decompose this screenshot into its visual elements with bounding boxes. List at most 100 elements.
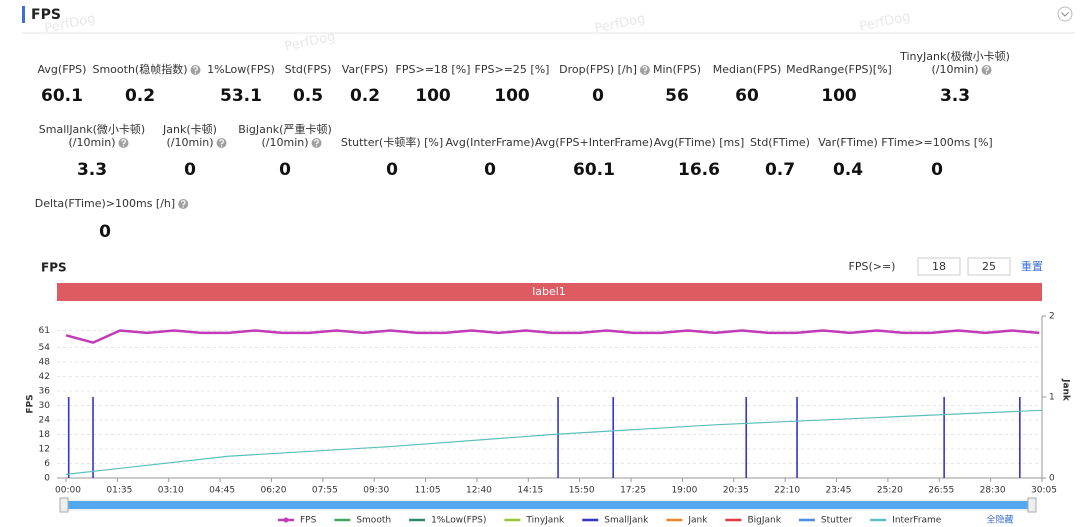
legend-label[interactable]: Stutter — [821, 516, 853, 526]
hide-all-link[interactable]: 全隐藏 — [986, 514, 1013, 526]
x-tick-label: 17:25 — [620, 486, 646, 496]
x-tick-label: 12:40 — [466, 486, 492, 496]
stat-value: 0 — [484, 160, 496, 180]
collapse-icon — [1061, 12, 1069, 17]
legend-label[interactable]: SmallJank — [604, 516, 649, 526]
legend-label[interactable]: Jank — [687, 516, 708, 526]
stat-value: 16.6 — [678, 160, 720, 180]
x-tick-label: 20:35 — [723, 486, 749, 496]
help-glyph — [315, 145, 318, 147]
stat-label: Smooth(稳帧指数) — [92, 62, 187, 76]
x-tick-label: 06:20 — [261, 486, 287, 496]
x-tick-label: 15:50 — [569, 486, 595, 496]
help-glyph — [121, 139, 126, 145]
stat-label: Delta(FTime)>100ms [/h] — [35, 197, 175, 210]
scrollbar-range[interactable] — [66, 501, 1032, 509]
legend-label[interactable]: FPS — [300, 516, 317, 526]
x-tick-label: 14:15 — [517, 486, 543, 496]
stat-label: Var(FTime) — [818, 136, 878, 149]
chart-title: FPS — [41, 261, 67, 275]
y2-tick-label: 2 — [1049, 312, 1055, 322]
scrollbar-handle[interactable] — [59, 497, 69, 513]
y-axis-label: FPS — [26, 394, 36, 413]
stat-label: Min(FPS) — [653, 63, 701, 76]
y2-axis-label: Jank — [1061, 378, 1071, 402]
help-glyph — [193, 66, 198, 72]
y-tick-label: 30 — [39, 401, 51, 411]
legend-label[interactable]: BigJank — [747, 516, 781, 526]
stat-label: Avg(FPS+InterFrame) — [535, 136, 653, 149]
x-tick-label: 23:45 — [826, 486, 852, 496]
reset-link[interactable]: 重置 — [1021, 259, 1043, 273]
help-glyph — [985, 72, 988, 74]
stat-value: 0 — [931, 160, 943, 180]
stat-value: 53.1 — [220, 86, 262, 106]
watermark: PerfDog — [858, 9, 912, 34]
stat-label: (/10min) — [68, 136, 115, 149]
stat-value: 0.2 — [125, 86, 155, 106]
x-tick-label: 04:45 — [209, 486, 235, 496]
help-glyph — [642, 66, 648, 72]
stat-label: Avg(InterFrame) — [445, 136, 534, 149]
legend-label[interactable]: Smooth — [356, 516, 391, 526]
y-tick-label: 24 — [39, 415, 51, 425]
stat-label: Median(FPS) — [713, 63, 782, 76]
stat-value: 0 — [592, 86, 604, 106]
scrollbar-handle[interactable] — [1027, 497, 1037, 513]
stat-label: FPS>=18 [%] — [396, 63, 471, 76]
help-glyph — [182, 206, 184, 208]
stat-label: Std(FTime) — [750, 136, 810, 149]
stat-label: (/10min) — [166, 136, 213, 149]
y-tick-label: 0 — [44, 474, 50, 484]
stat-value: 100 — [494, 86, 530, 106]
stat-value: 3.3 — [940, 86, 970, 106]
stat-value: 100 — [415, 86, 451, 106]
title-marker — [22, 6, 25, 23]
threshold-input[interactable] — [967, 257, 1011, 276]
stat-value: 60 — [735, 86, 759, 106]
stat-label: Avg(FPS) — [38, 63, 87, 76]
stat-label: FTime>=100ms [%] — [881, 136, 992, 149]
legend-label[interactable]: InterFrame — [892, 516, 942, 526]
y-tick-label: 42 — [39, 372, 50, 382]
stat-value: 0 — [386, 160, 398, 180]
stat-label: (/10min) — [261, 136, 308, 149]
x-tick-label: 00:00 — [55, 486, 81, 496]
y-tick-label: 12 — [39, 444, 50, 454]
x-tick-label: 19:00 — [671, 486, 697, 496]
stat-value: 3.3 — [77, 160, 107, 180]
y-tick-label: 61 — [39, 326, 50, 336]
stat-label: (/10min) — [931, 63, 978, 76]
legend-label[interactable]: TinyJank — [525, 516, 565, 526]
help-glyph — [220, 145, 223, 147]
x-tick-label: 28:30 — [980, 486, 1006, 496]
stat-label: Jank(卡顿) — [162, 122, 217, 136]
stat-value: 56 — [665, 86, 689, 106]
stat-label: BigJank(严重卡顿) — [238, 122, 332, 136]
help-glyph — [219, 139, 224, 145]
stat-label: Stutter(卡顿率) [%] — [341, 135, 443, 149]
y-tick-label: 36 — [39, 386, 51, 396]
stat-label: TinyJank(极微小卡顿) — [899, 49, 1010, 63]
stat-label: MedRange(FPS)[%] — [786, 63, 892, 76]
y2-tick-label: 0 — [1049, 474, 1055, 484]
help-glyph — [644, 72, 646, 74]
stat-value: 0.2 — [350, 86, 380, 106]
threshold-input[interactable] — [917, 257, 961, 276]
x-tick-label: 03:10 — [158, 486, 184, 496]
stat-label: Std(FPS) — [285, 63, 332, 76]
x-tick-label: 30:05 — [1031, 486, 1057, 496]
stat-label: 1%Low(FPS) — [207, 63, 275, 76]
stat-value: 60.1 — [41, 86, 83, 106]
y-tick-label: 18 — [39, 430, 51, 440]
collapse-button[interactable] — [1057, 6, 1073, 22]
stat-label: Avg(FTime) [ms] — [654, 136, 745, 149]
x-tick-label: 26:55 — [928, 486, 954, 496]
x-tick-label: 22:10 — [774, 486, 800, 496]
legend-label[interactable]: 1%Low(FPS) — [431, 516, 486, 526]
x-tick-label: 09:30 — [363, 486, 389, 496]
y-tick-label: 6 — [44, 459, 50, 469]
series-line — [65, 329, 1040, 344]
legend-marker — [283, 517, 289, 523]
threshold-label: FPS(>=) — [849, 260, 896, 273]
